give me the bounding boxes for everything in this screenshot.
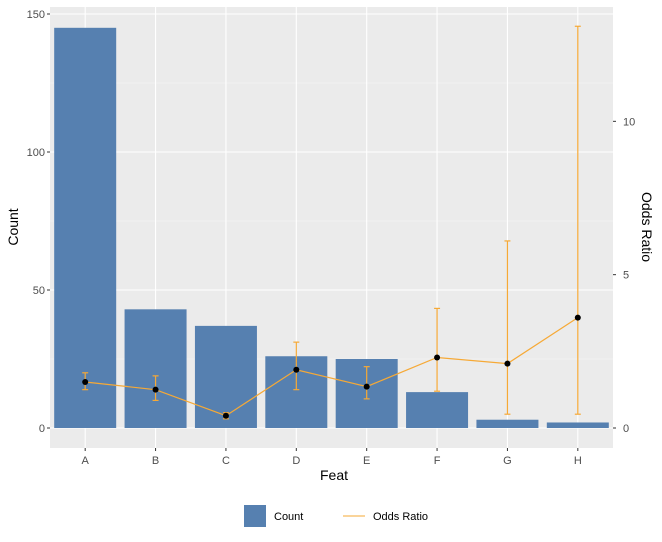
odds-point-g <box>504 360 511 367</box>
bar-f <box>406 392 469 428</box>
bars <box>54 27 609 429</box>
y-axis-left: 0 50 100 150 <box>27 9 50 435</box>
odds-point-d <box>293 366 300 373</box>
bar-a <box>54 27 117 429</box>
errorbars <box>82 25 581 420</box>
x-tick-label: A <box>82 455 90 467</box>
y2-tick-label: 5 <box>623 270 629 282</box>
errorbar-e <box>363 366 370 400</box>
odds-point-e <box>363 383 370 390</box>
y-tick-label: 100 <box>27 147 45 159</box>
line-layer <box>85 317 579 417</box>
errorbar-h <box>574 25 581 415</box>
legend: Count Odds Ratio <box>244 505 428 527</box>
bar-b <box>124 309 187 428</box>
bar-c <box>194 325 257 428</box>
errorbar-g <box>504 240 511 415</box>
odds-point-f <box>434 354 441 361</box>
odds-ratio-line <box>85 317 579 417</box>
errorbar-d <box>293 341 300 391</box>
errorbar-f <box>434 307 441 392</box>
x-tick-label: G <box>503 455 512 467</box>
y-tick-label: 150 <box>27 9 45 21</box>
odds-point-a <box>82 379 89 385</box>
legend-key-count <box>244 505 266 527</box>
odds-point-b <box>152 386 159 393</box>
y-tick-label: 50 <box>33 285 45 297</box>
legend-label-odds-ratio: Odds Ratio <box>373 511 428 523</box>
y2-tick-label: 0 <box>623 423 629 435</box>
bar-g <box>476 419 539 428</box>
odds-point-h <box>574 314 581 321</box>
x-axis-title: Feat <box>320 467 348 483</box>
y-tick-label: 0 <box>39 423 45 435</box>
x-axis: A B C D E F G H <box>82 448 582 467</box>
y2-tick-label: 10 <box>623 116 635 128</box>
y-axis-right: 0 5 10 <box>613 116 635 435</box>
x-tick-label: F <box>434 455 441 467</box>
x-tick-label: C <box>222 455 230 467</box>
x-tick-label: H <box>574 455 582 467</box>
points <box>82 314 581 419</box>
odds-point-c <box>222 412 229 419</box>
y-axis-title: Count <box>5 208 21 245</box>
x-tick-label: E <box>363 455 370 467</box>
y2-axis-title: Odds Ratio <box>639 192 655 262</box>
legend-label-count: Count <box>274 511 303 523</box>
x-tick-label: D <box>292 455 300 467</box>
x-tick-label: B <box>152 455 159 467</box>
bar-h <box>546 422 609 428</box>
